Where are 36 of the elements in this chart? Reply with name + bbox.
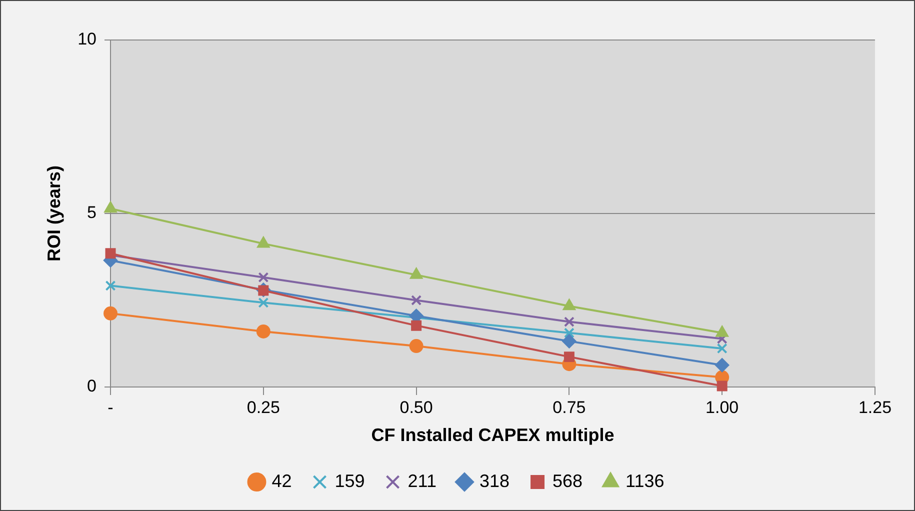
point <box>411 295 422 306</box>
point <box>563 299 576 310</box>
legend-label: 159 <box>334 470 365 491</box>
point <box>564 316 574 328</box>
x-tick-label: 0.75 <box>552 398 586 417</box>
legend-label: 318 <box>479 470 510 491</box>
legend-label: 1136 <box>626 470 664 491</box>
point <box>562 334 576 348</box>
x-tick-label: 1.25 <box>858 398 892 417</box>
x-tick-label: - <box>108 398 114 417</box>
point <box>564 328 574 338</box>
x-axis-title: CF Installed CAPEX multiple <box>371 425 614 446</box>
point <box>104 306 118 320</box>
point <box>258 272 269 283</box>
legend-label: 42 <box>272 470 292 491</box>
point <box>715 358 730 372</box>
point <box>105 280 116 291</box>
y-axis-title: ROI (years) <box>44 165 64 262</box>
point <box>104 202 117 213</box>
legend-label: 568 <box>552 470 583 491</box>
legend-label: 211 <box>408 470 436 491</box>
y-tick-label: 5 <box>87 203 97 222</box>
point <box>411 320 422 331</box>
point <box>409 339 424 354</box>
y-tick-label: 0 <box>87 376 97 396</box>
point <box>716 343 728 354</box>
point <box>257 236 270 248</box>
x-tick-label: 0.50 <box>400 398 433 417</box>
point <box>564 352 574 362</box>
y-tick-label: 10 <box>78 30 97 49</box>
point <box>716 380 728 392</box>
point <box>258 297 269 308</box>
x-tick-label: 1.00 <box>706 398 739 417</box>
x-tick-label: 0.25 <box>246 398 280 417</box>
point <box>410 268 422 279</box>
point <box>256 324 270 338</box>
